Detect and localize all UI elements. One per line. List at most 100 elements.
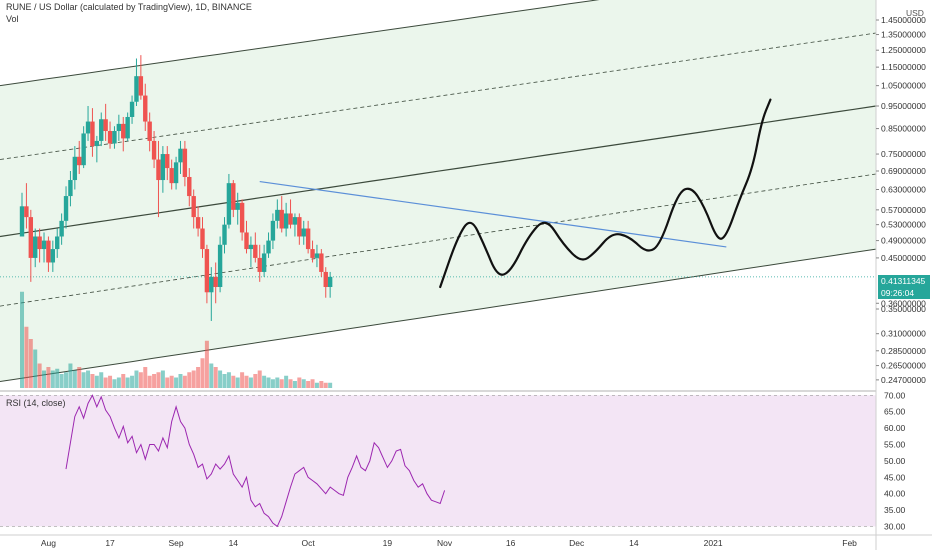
candle-body[interactable] — [261, 253, 267, 272]
date-axis[interactable]: Aug 17 Sep 14 Oct 19 Nov 16 Dec 14 2021 Feb — [0, 534, 932, 548]
candle-body[interactable] — [195, 217, 201, 229]
candle-body[interactable] — [319, 253, 324, 272]
channel-lower-line[interactable] — [0, 248, 877, 382]
volume-bar — [310, 379, 315, 388]
volume-bar — [59, 374, 64, 388]
price-tick-label: 1.25000000 — [881, 45, 926, 55]
candle-body[interactable] — [59, 220, 64, 237]
candle-body[interactable] — [204, 249, 210, 293]
candle-body[interactable] — [244, 232, 249, 250]
candle-body[interactable] — [134, 76, 139, 102]
candle-body[interactable] — [165, 154, 170, 169]
candle-body[interactable] — [94, 140, 100, 147]
candle-body[interactable] — [239, 202, 245, 233]
candle-body[interactable] — [19, 206, 25, 237]
candle-body[interactable] — [253, 244, 258, 258]
candle-body[interactable] — [217, 244, 223, 288]
candle-body[interactable] — [72, 156, 78, 181]
volume-bar — [209, 363, 214, 388]
candle-body[interactable] — [173, 162, 179, 184]
candle-body[interactable] — [28, 217, 34, 258]
candle-body[interactable] — [226, 183, 232, 225]
candle-body[interactable] — [169, 168, 174, 184]
candle-body[interactable] — [41, 240, 47, 250]
candle-body[interactable] — [63, 196, 69, 221]
candle-body[interactable] — [222, 224, 227, 245]
channel-upper-line[interactable] — [0, 0, 876, 87]
candle-body[interactable] — [292, 217, 298, 225]
candle-body[interactable] — [288, 213, 293, 225]
candle-body[interactable] — [279, 209, 284, 229]
candle-body[interactable] — [24, 206, 29, 218]
candle-body[interactable] — [297, 217, 302, 237]
candle-body[interactable] — [323, 271, 328, 288]
candle-body[interactable] — [68, 180, 73, 197]
candle-body[interactable] — [187, 176, 192, 197]
candle-body[interactable] — [182, 148, 188, 177]
candle-body[interactable] — [103, 119, 108, 132]
volume-bar — [323, 382, 328, 388]
volume-bar — [99, 372, 104, 388]
candle-body[interactable] — [178, 148, 183, 163]
price-tick-label: 0.95000000 — [881, 101, 926, 111]
volume-bar — [138, 372, 143, 388]
channel-lower-quarter-line[interactable] — [0, 173, 877, 307]
candle-body[interactable] — [248, 244, 254, 250]
candle-body[interactable] — [213, 276, 218, 288]
price-tick-label: 0.75000000 — [881, 149, 926, 159]
volume-bar — [147, 375, 152, 388]
volume-bar — [108, 375, 113, 388]
candle-body[interactable] — [275, 209, 280, 221]
candle-body[interactable] — [99, 119, 104, 141]
candle-body[interactable] — [107, 131, 113, 144]
candle-body[interactable] — [327, 276, 333, 288]
chart-title: RUNE / US Dollar (calculated by TradingV… — [6, 2, 252, 12]
rsi-pane[interactable] — [0, 394, 876, 528]
candle-body[interactable] — [257, 257, 262, 272]
candle-body[interactable] — [151, 140, 157, 160]
candle-body[interactable] — [231, 183, 236, 210]
candle-body[interactable] — [85, 121, 91, 134]
candle-body[interactable] — [305, 228, 311, 250]
price-tick-label: 0.31000000 — [881, 329, 926, 339]
currency-button[interactable]: USD — [906, 8, 924, 18]
candle-body[interactable] — [112, 131, 117, 144]
candle-body[interactable] — [77, 156, 82, 166]
candle-body[interactable] — [200, 228, 205, 250]
candle-body[interactable] — [116, 123, 122, 132]
candle-body[interactable] — [235, 202, 240, 210]
candle-body[interactable] — [191, 196, 196, 218]
candle-body[interactable] — [129, 101, 135, 117]
volume-bar — [275, 377, 280, 388]
descending-trendline[interactable] — [259, 180, 727, 248]
candle-body[interactable] — [37, 236, 42, 250]
candle-body[interactable] — [310, 249, 315, 258]
candle-body[interactable] — [55, 236, 60, 250]
candle-body[interactable] — [138, 76, 144, 96]
candle-body[interactable] — [270, 220, 276, 241]
candle-body[interactable] — [81, 133, 86, 166]
candle-body[interactable] — [266, 240, 271, 254]
volume-bar — [55, 368, 60, 388]
rsi-line[interactable] — [65, 394, 446, 528]
candle-body[interactable] — [283, 213, 289, 229]
candle-body[interactable] — [46, 240, 51, 263]
price-pane[interactable] — [0, 0, 932, 392]
projected-path-drawing[interactable] — [439, 98, 772, 289]
candle-body[interactable] — [209, 276, 214, 293]
candle-body[interactable] — [301, 228, 306, 237]
candle-body[interactable] — [156, 159, 161, 181]
candle-body[interactable] — [121, 123, 126, 139]
candle-body[interactable] — [147, 121, 152, 141]
candle-body[interactable] — [50, 249, 56, 263]
candle-body[interactable] — [314, 253, 320, 258]
channel-upper-quarter-line[interactable] — [0, 32, 877, 160]
candle-body[interactable] — [125, 116, 130, 139]
candle-body[interactable] — [33, 236, 38, 258]
volume-bar — [204, 340, 209, 388]
channel-median-line[interactable] — [0, 105, 877, 238]
candle-body[interactable] — [160, 154, 166, 181]
candle-body[interactable] — [143, 95, 148, 122]
candle-body[interactable] — [90, 121, 95, 147]
